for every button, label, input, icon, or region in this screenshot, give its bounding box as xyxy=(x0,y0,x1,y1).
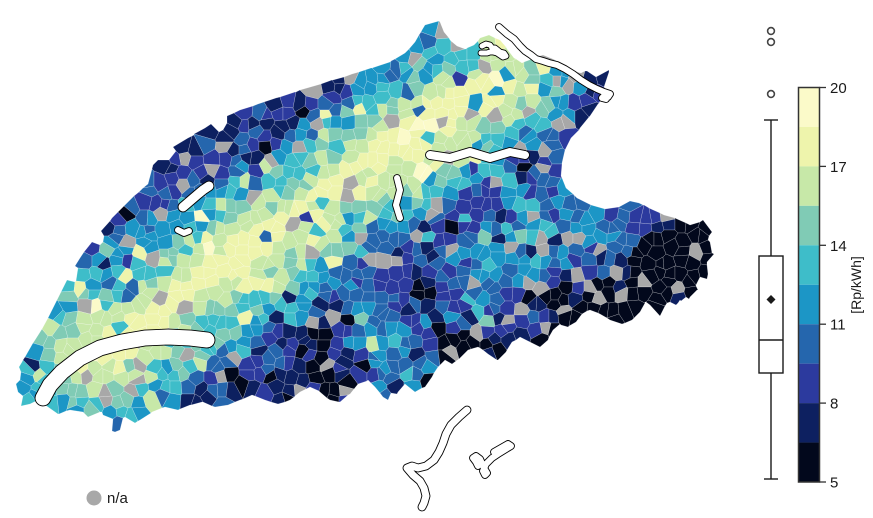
svg-text:[Rp/kWh]: [Rp/kWh] xyxy=(848,256,864,314)
svg-text:17: 17 xyxy=(830,159,847,176)
svg-text:8: 8 xyxy=(830,396,838,413)
svg-text:14: 14 xyxy=(830,238,847,255)
svg-text:20: 20 xyxy=(830,80,847,97)
svg-text:5: 5 xyxy=(830,475,838,492)
svg-text:n/a: n/a xyxy=(107,490,129,507)
svg-text:11: 11 xyxy=(830,317,846,334)
